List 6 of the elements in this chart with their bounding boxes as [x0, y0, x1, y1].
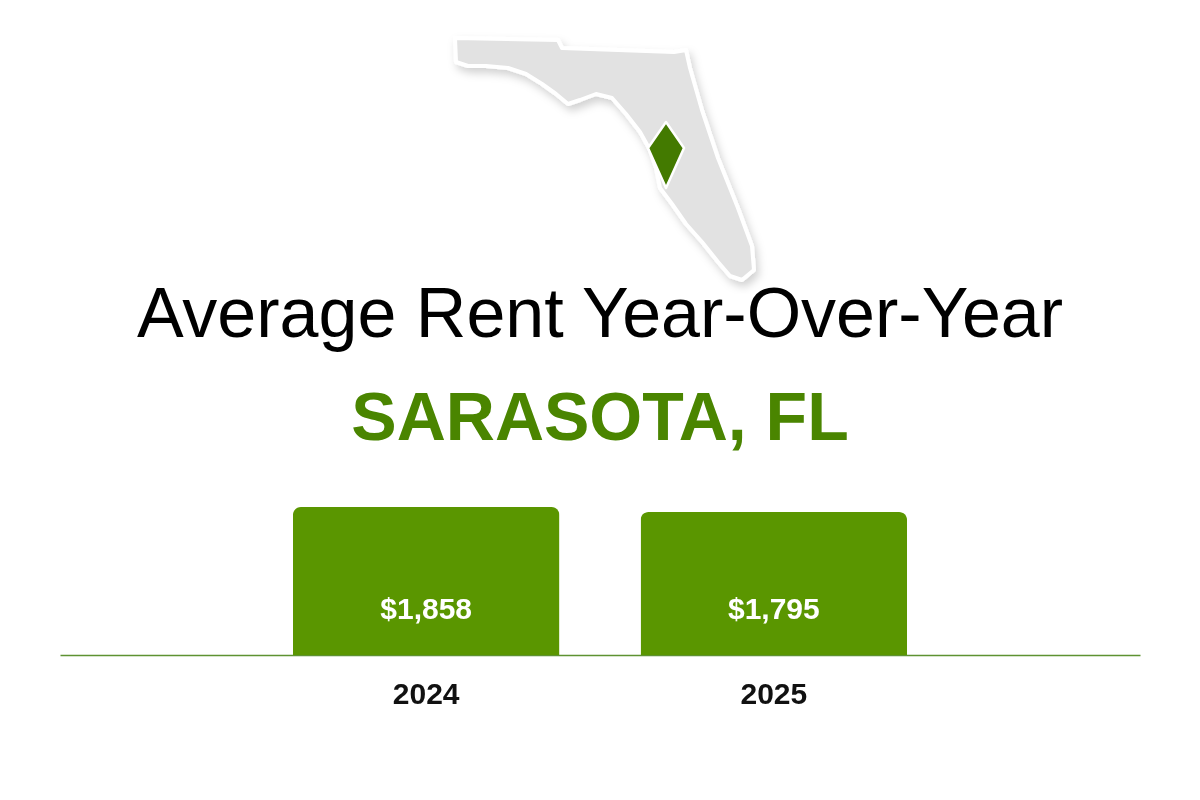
chart-title: Average Rent Year-Over-Year [136, 274, 1064, 352]
data-label: $1,795 [727, 592, 820, 625]
x-tick-label: 2025 [740, 676, 808, 710]
data-label: $1,858 [380, 592, 473, 625]
x-tick-label: 2024 [392, 676, 460, 710]
chart-subtitle: SARASOTA, FL [351, 378, 849, 454]
